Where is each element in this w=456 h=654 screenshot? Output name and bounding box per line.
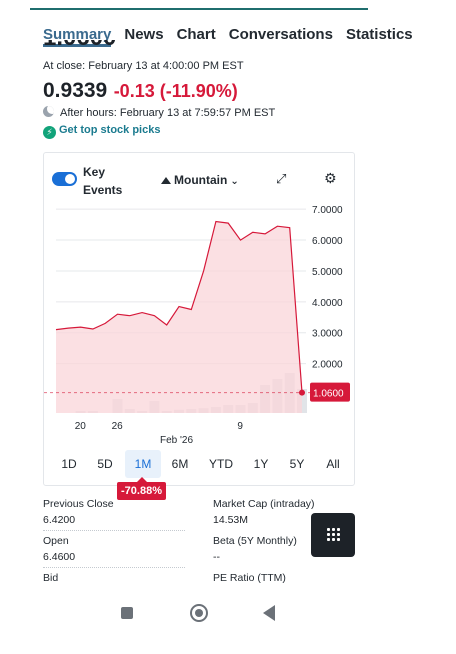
close-time: At close: February 13 at 4:00:00 PM EST — [43, 60, 244, 72]
recents-icon[interactable] — [121, 607, 133, 619]
x-axis-month-label: Feb '26 — [160, 435, 193, 445]
key-events-toggle[interactable] — [52, 172, 77, 186]
range-1m[interactable]: 1M — [125, 450, 161, 478]
y-tick-label: 6.0000 — [312, 236, 343, 247]
system-nav-bar — [0, 598, 456, 628]
tab-summary[interactable]: Summary — [43, 26, 112, 47]
range-all[interactable]: All — [326, 457, 340, 471]
lightning-icon: ⚡ — [43, 126, 56, 139]
price-line — [55, 220, 303, 393]
range-5d[interactable]: 5D — [97, 457, 113, 471]
x-axis-ticks: 20 26 9 — [75, 421, 244, 432]
y-axis-ticks: 7.0000 6.0000 5.0000 4.0000 3.0000 2.0000 — [312, 205, 343, 370]
range-ytd[interactable]: YTD — [209, 457, 233, 471]
last-price-dot — [299, 389, 305, 396]
price-change: -0.13 (-11.90%) — [113, 81, 238, 101]
moon-icon — [43, 106, 54, 117]
y-tick-label: 3.0000 — [312, 329, 343, 340]
current-price: 0.9339 — [43, 79, 108, 102]
y-tick-label: 2.0000 — [312, 360, 343, 371]
top-divider — [30, 8, 368, 10]
stock-picks-label: Get top stock picks — [59, 124, 161, 136]
range-1y[interactable]: 1Y — [253, 457, 269, 471]
tab-conversations[interactable]: Conversations — [228, 26, 333, 43]
tab-chart[interactable]: Chart — [176, 26, 216, 43]
last-price-tag: 1.0600 — [310, 382, 350, 402]
after-hours: After hours: February 13 at 7:59:57 PM E… — [43, 106, 275, 119]
y-tick-label: 5.0000 — [312, 267, 343, 278]
price-area — [56, 221, 302, 413]
after-hours-label: After hours: February 13 at 7:59:57 PM E… — [60, 107, 276, 119]
chart-card: Key Events Mountain ⌄ ⤢ ⚙ 1.0600 7.0000 6.… — [43, 152, 355, 486]
chart-type-dropdown[interactable]: Mountain ⌄ — [161, 173, 239, 187]
home-icon[interactable] — [190, 604, 208, 622]
back-icon[interactable] — [263, 605, 275, 621]
range-6m[interactable]: 6M — [171, 457, 189, 471]
x-tick-label: 26 — [112, 421, 124, 432]
tab-statistics[interactable]: Statistics — [345, 26, 413, 43]
y-tick-label: 4.0000 — [312, 298, 343, 309]
performance-badge: -70.88% — [117, 477, 166, 500]
key-events-label: Key Events — [83, 165, 123, 197]
stat-previous-close: Previous Close 6.4200 — [43, 498, 185, 531]
x-tick-label: 20 — [75, 421, 87, 432]
chart-type-label: Mountain — [174, 173, 228, 187]
price-chart[interactable]: 1.0600 7.0000 6.0000 5.0000 4.0000 3.0000 2.0… — [44, 195, 356, 445]
expand-icon[interactable]: ⤢ — [276, 171, 287, 186]
last-price-label: 1.0600 — [313, 389, 344, 400]
stat-pe-ratio: PE Ratio (TTM) — [213, 572, 286, 584]
y-tick-label: 7.0000 — [312, 205, 343, 216]
price-row: 0.9339 -0.13 (-11.90%) — [43, 79, 238, 103]
quote-tabs: Summary News Chart Conversations Statistics — [43, 26, 456, 48]
quote-stats: Previous Close 6.4200 Market Cap (intrad… — [43, 498, 355, 590]
stat-market-cap: Market Cap (intraday) 14.53M — [213, 498, 315, 526]
range-5y[interactable]: 5Y — [289, 457, 305, 471]
stat-beta: Beta (5Y Monthly) -- — [213, 535, 297, 563]
chevron-down-icon: ⌄ — [230, 176, 239, 187]
apps-grid-button[interactable] — [311, 513, 355, 557]
range-1d[interactable]: 1D — [61, 457, 77, 471]
x-tick-label: 9 — [237, 421, 243, 432]
range-selector: 1D 5D 1M 6M YTD 1Y 5Y All — [50, 450, 350, 480]
scrolled-price: 1.0600 — [43, 40, 143, 50]
gear-icon[interactable]: ⚙ — [324, 170, 337, 186]
mountain-icon — [161, 177, 171, 184]
tab-news[interactable]: News — [124, 26, 164, 43]
stock-picks-link[interactable]: ⚡ Get top stock picks — [43, 124, 160, 139]
stat-bid: Bid — [43, 572, 185, 590]
stat-open: Open 6.4600 — [43, 535, 185, 568]
